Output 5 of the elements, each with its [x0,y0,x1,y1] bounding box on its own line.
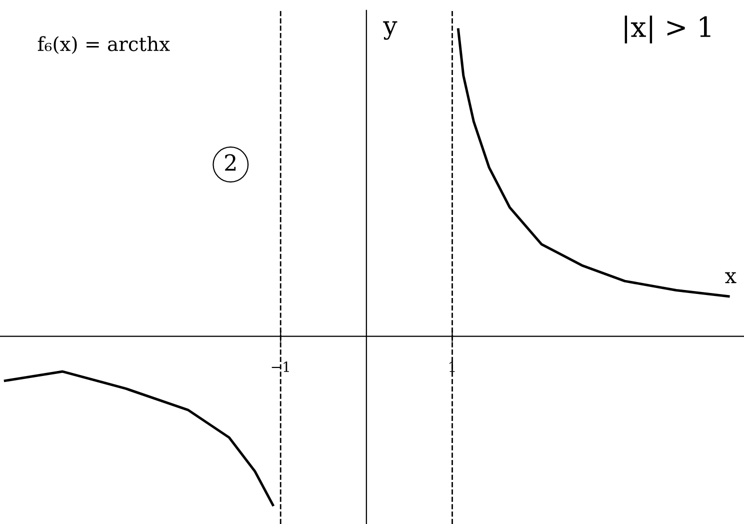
x-axis-title: x [725,272,736,284]
y-axis-title: y [383,21,398,40]
annotation: |x| > 1 [624,16,710,44]
annotation: 2 [225,154,236,171]
chart-title: f₆(x) = arcthx [38,36,170,54]
